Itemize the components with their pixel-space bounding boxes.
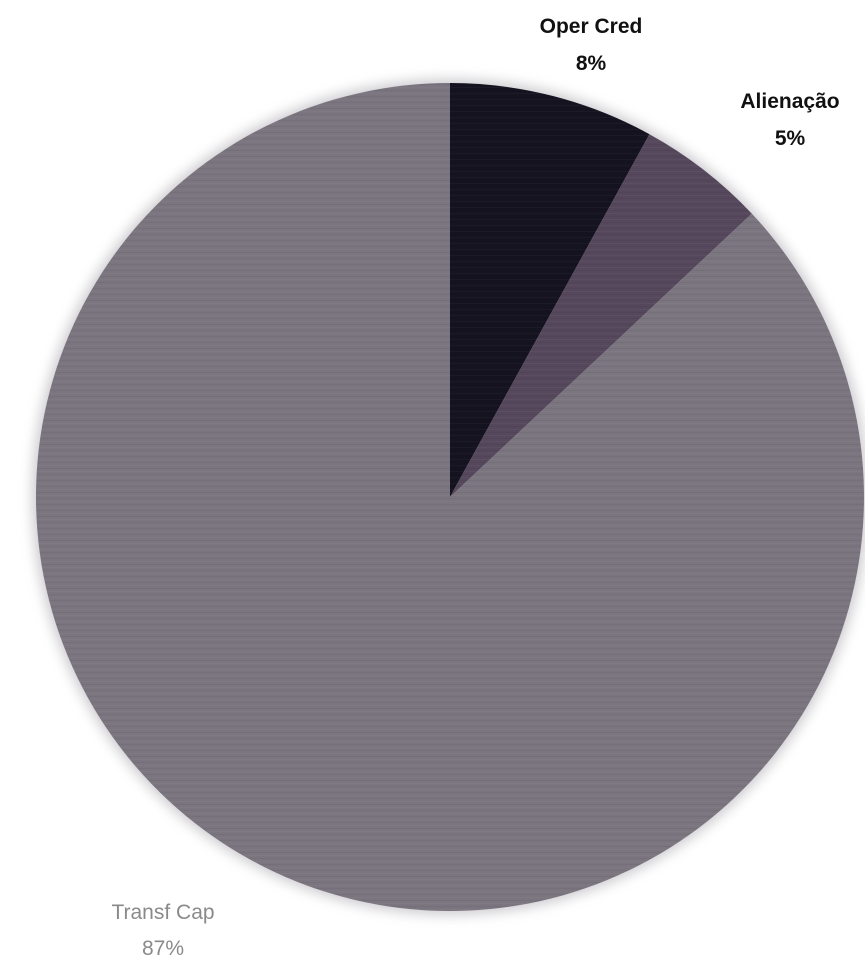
slice-label-percent: 87%	[142, 937, 184, 960]
slice-label-name: Oper Cred	[540, 15, 643, 38]
slice-label-name: Transf Cap	[111, 901, 214, 924]
slice-label-percent: 5%	[775, 127, 806, 150]
slice-label-name: Alienação	[740, 90, 839, 113]
slice-label-percent: 8%	[576, 52, 607, 75]
slice-labels: Oper Cred 8% Alienação 5% Transf Cap 87%	[111, 15, 839, 960]
